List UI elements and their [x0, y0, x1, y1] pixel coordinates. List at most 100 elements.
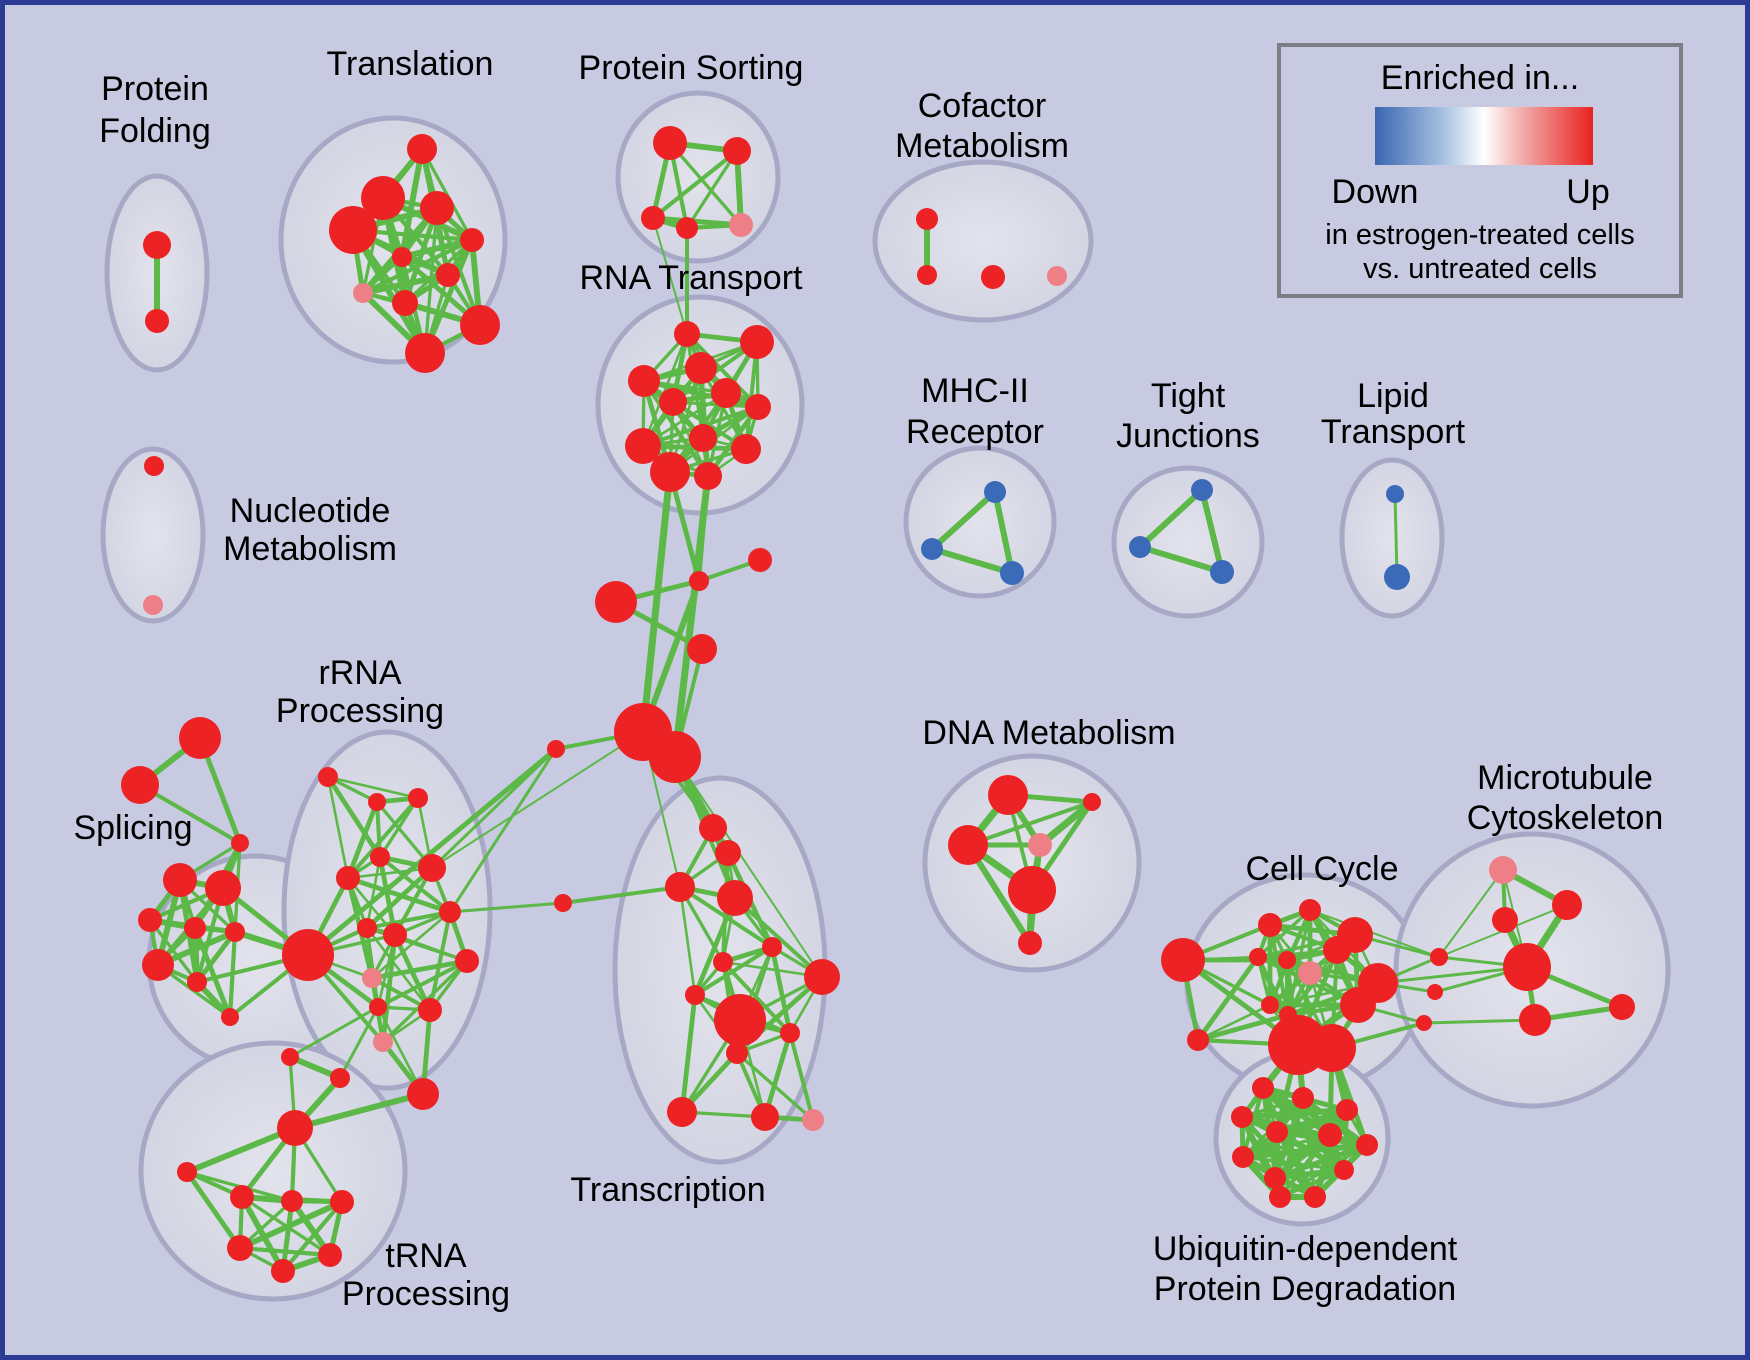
edge-rna-transport: [705, 404, 761, 479]
edge-ubiquitin-degradation: [1240, 1142, 1370, 1160]
edge-rna-transport: [671, 400, 760, 409]
cluster-label-lipid-transport: Transport: [1321, 413, 1466, 451]
node-ubiquitin-degradation: [1356, 1134, 1378, 1156]
edge-trna-processing: [184, 1125, 298, 1175]
edge-rrna-processing: [369, 958, 470, 981]
enrichment-map-network: Protein Folding Translation Protein Sorting…: [73, 45, 1671, 1313]
edge-transcription: [735, 1051, 815, 1122]
cluster-label-rrna-processing: Processing: [276, 692, 444, 730]
connector-node: [748, 548, 772, 572]
node-translation: [460, 228, 484, 252]
cluster-label-cofactor-metabolism: Cofactor: [918, 87, 1047, 125]
edge-translation: [399, 237, 475, 260]
edge-splicing: [227, 929, 238, 1020]
connector-node: [689, 571, 709, 591]
legend-box: Enriched in... Down Up in estrogen-treat…: [1277, 43, 1683, 298]
cluster-ellipse-nucleotide-metabolism: [100, 446, 206, 624]
node-ubiquitin-degradation: [1292, 1087, 1314, 1109]
edge-trna-processing: [237, 1199, 345, 1251]
edge-mhc-ii-receptor: [929, 546, 1015, 576]
edge-ubiquitin-degradation: [1312, 1107, 1350, 1200]
cluster-label-rna-transport: RNA Transport: [580, 259, 804, 297]
node-rrna-processing: [407, 1078, 439, 1110]
edge-rrna-processing: [365, 910, 452, 930]
node-cell-cycle: [1323, 936, 1351, 964]
node-cell-cycle: [1299, 899, 1321, 921]
cluster-label-ubiquitin-degradation: Protein Degradation: [1154, 1270, 1456, 1308]
node-trna-processing: [277, 1110, 313, 1146]
node-trna-processing: [227, 1235, 253, 1261]
cluster-label-splicing: Splicing: [73, 809, 192, 847]
node-nucleotide-metabolism: [143, 595, 163, 615]
edge-protein-sorting: [650, 148, 740, 221]
connector-edge: [338, 1005, 380, 1080]
edge-rrna-processing: [428, 910, 452, 1012]
node-rna-transport: [745, 394, 771, 420]
edge-rrna-processing: [364, 865, 435, 931]
edge-transcription: [769, 944, 793, 1036]
node-transcription: [751, 1103, 779, 1131]
node-protein-sorting: [729, 213, 753, 237]
connector-edge: [448, 901, 565, 914]
edge-trna-processing: [239, 1194, 286, 1274]
cluster-label-protein-folding: Protein: [101, 70, 209, 108]
node-tight-junctions: [1191, 479, 1213, 501]
edge-rrna-processing: [378, 855, 452, 914]
edge-rrna-processing: [325, 774, 383, 860]
edge-rrna-processing: [326, 775, 350, 880]
cluster-label-mhc-ii-receptor: Receptor: [906, 413, 1044, 451]
node-cell-cycle: [1340, 987, 1376, 1023]
edge-translation: [360, 237, 475, 296]
node-cell-cycle: [1249, 948, 1267, 966]
edge-tight-junctions: [1137, 487, 1205, 550]
edge-rrna-processing: [370, 910, 452, 980]
edge-dna-metabolism: [966, 800, 1094, 847]
cluster-label-cell-cycle: Cell Cycle: [1245, 850, 1398, 888]
edge-rrna-processing: [346, 796, 420, 880]
node-microtubule-cytoskeleton: [1609, 994, 1635, 1020]
node-transcription: [780, 1023, 800, 1043]
connector-node: [649, 731, 701, 783]
node-rrna-processing: [418, 854, 446, 882]
node-trna-processing: [281, 1048, 299, 1066]
edge-rna-transport: [642, 379, 710, 478]
edge-transcription: [762, 1030, 793, 1120]
edge-translation: [360, 272, 451, 296]
connector-node: [179, 717, 221, 759]
node-ubiquitin-degradation: [1232, 1146, 1254, 1168]
nodes: [121, 126, 1635, 1283]
node-trna-processing: [281, 1190, 303, 1212]
node-transcription: [802, 1109, 824, 1131]
edge-trna-processing: [280, 1199, 345, 1274]
node-microtubule-cytoskeleton: [1503, 943, 1551, 991]
edge-rrna-processing: [378, 796, 420, 859]
node-transcription: [665, 872, 695, 902]
connector-edge: [652, 217, 688, 335]
node-trna-processing: [230, 1185, 254, 1209]
connector-node: [595, 581, 637, 623]
node-rrna-processing: [408, 788, 428, 808]
connector-edge: [448, 747, 558, 914]
node-rna-transport: [628, 365, 660, 397]
node-translation: [460, 305, 500, 345]
edge-rrna-processing: [365, 926, 432, 1012]
edge-rrna-processing: [345, 875, 453, 915]
connector-node: [687, 634, 717, 664]
node-mhc-ii-receptor: [984, 481, 1006, 503]
connector-node: [547, 740, 565, 758]
node-cofactor-metabolism: [981, 265, 1005, 289]
cluster-label-microtubule-cytoskeleton: Microtubule: [1477, 759, 1653, 797]
cluster-label-lipid-transport: Lipid: [1357, 377, 1429, 415]
node-rrna-processing: [439, 901, 461, 923]
node-transcription: [713, 952, 733, 972]
cluster-label-transcription: Transcription: [570, 1171, 765, 1209]
node-dna-metabolism: [948, 825, 988, 865]
edge-transcription: [733, 896, 824, 979]
node-lipid-transport: [1384, 564, 1410, 590]
node-lipid-transport: [1386, 485, 1404, 503]
node-splicing: [225, 922, 245, 942]
node-dna-metabolism: [1018, 931, 1042, 955]
node-protein-folding: [145, 309, 169, 333]
node-splicing: [138, 908, 162, 932]
node-cell-cycle: [1261, 996, 1279, 1014]
